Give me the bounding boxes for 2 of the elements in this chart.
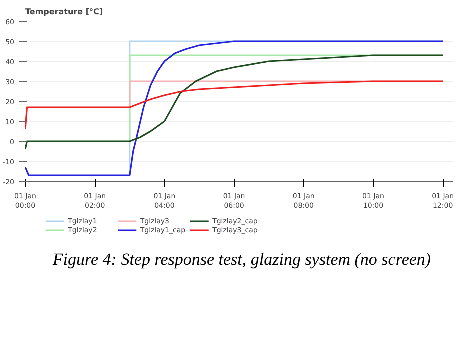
y-axis-title: Temperature [°C] xyxy=(26,8,104,16)
caption: Figure 4: Step response test, glazing system (no screen) xyxy=(52,249,432,271)
